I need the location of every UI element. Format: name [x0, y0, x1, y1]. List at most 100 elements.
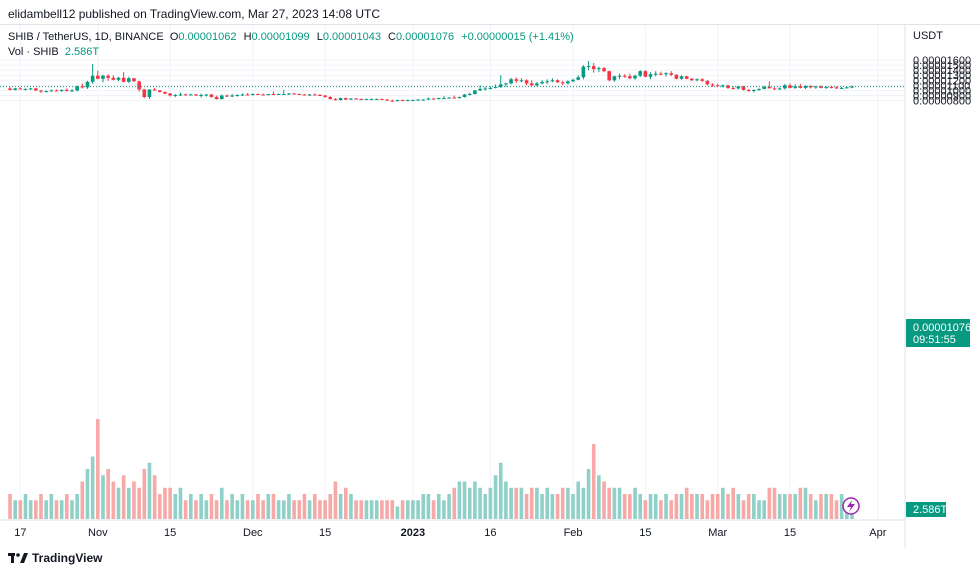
candle-body	[80, 86, 85, 88]
price-tick-label: 0.00001600	[913, 55, 971, 67]
candle	[741, 85, 746, 91]
change-value: +0.00000015 (+1.41%)	[461, 31, 574, 43]
candle-body	[214, 97, 219, 100]
volume-bar	[163, 487, 167, 519]
candle-body	[752, 89, 756, 91]
close-value: 0.00001076	[395, 31, 455, 43]
volume-bar	[442, 500, 446, 519]
volume-bar	[307, 500, 312, 519]
volume-bar	[178, 487, 183, 519]
candle-body	[307, 94, 312, 96]
volume-bar	[493, 475, 498, 519]
price-axis[interactable]: 0.000016000.000015000.000014000.00001300…	[913, 55, 971, 108]
low-key: L	[316, 31, 323, 43]
candle-body	[431, 98, 436, 100]
volume-bar	[524, 494, 529, 519]
volume-bar	[230, 494, 234, 519]
candle-body	[483, 88, 488, 90]
candle-body	[664, 73, 668, 75]
volume-bar	[514, 487, 519, 519]
volume-bar	[127, 487, 131, 519]
candle-body	[85, 81, 90, 88]
time-tick-label: 17	[14, 527, 26, 539]
candle-body	[674, 74, 679, 79]
candle-body	[638, 71, 643, 76]
candle-body	[359, 99, 364, 101]
volume-bar	[803, 487, 808, 519]
volume-bar	[669, 500, 674, 519]
candle	[653, 71, 658, 77]
candle	[571, 78, 575, 83]
candle	[834, 86, 839, 89]
candle	[602, 67, 606, 73]
candle	[509, 77, 513, 85]
volume-bar	[194, 500, 198, 519]
candle-body	[493, 86, 498, 88]
volume-bar	[550, 494, 555, 519]
candle-body	[540, 81, 544, 84]
price-axis-currency: USDT	[913, 30, 943, 42]
volume-bar	[617, 487, 622, 519]
lightning-icon[interactable]	[842, 497, 860, 515]
candle	[194, 94, 198, 97]
candle-body	[318, 95, 322, 97]
candle-body	[762, 86, 766, 89]
candle-body	[612, 76, 617, 81]
volume-bar	[431, 500, 436, 519]
candle-body	[741, 86, 746, 90]
candle	[540, 80, 544, 85]
footer-brand[interactable]: TradingView	[8, 549, 102, 567]
candle	[116, 76, 121, 82]
candle	[214, 95, 219, 100]
candle-body	[617, 75, 622, 77]
candle-body	[225, 95, 229, 97]
chart-pane[interactable]: USDT 0.00001600 0.00001500 0.00001400 0.000…	[0, 24, 980, 548]
candle-body	[147, 89, 152, 98]
candle-body	[566, 81, 570, 84]
candle-body	[839, 87, 844, 89]
volume-bar	[535, 487, 539, 519]
volume-bar	[566, 487, 570, 519]
candle	[628, 73, 632, 80]
volume-bar	[715, 494, 720, 519]
candle-body	[188, 94, 193, 96]
candle-body	[90, 75, 95, 82]
candle	[550, 78, 555, 83]
candle-body	[70, 90, 74, 92]
volume-bar	[416, 500, 420, 519]
candle-body	[524, 80, 529, 84]
candle	[230, 94, 234, 98]
candle-body	[49, 90, 54, 92]
candle	[65, 88, 69, 92]
volume-bar	[777, 494, 782, 519]
time-axis[interactable]: 17 Nov 15 Dec 15 2023 16 Feb 15 Mar 15 Apr	[14, 527, 887, 539]
volume-bar	[359, 500, 364, 519]
candlestick-chart[interactable]: USDT 0.000016000.000015000.000014000.000…	[0, 25, 980, 548]
candle	[132, 77, 136, 82]
candle	[421, 99, 426, 101]
time-tick-label: 15	[639, 527, 651, 539]
volume-bar	[13, 500, 17, 519]
candle-body	[679, 76, 684, 79]
candle-body	[746, 89, 751, 91]
candle-body	[736, 86, 741, 89]
candle-body	[845, 87, 849, 89]
volume-bar	[292, 500, 296, 519]
volume-bar	[622, 494, 627, 519]
low-value: 0.00001043	[322, 31, 381, 43]
candle-body	[421, 99, 426, 101]
candle	[34, 87, 38, 91]
candle-body	[364, 99, 369, 101]
volume-bar	[28, 500, 33, 519]
candle-body	[834, 87, 839, 89]
candle-body	[276, 94, 281, 96]
volume-bar	[395, 506, 400, 519]
volume-bar	[54, 500, 59, 519]
candle-body	[235, 95, 240, 97]
candle-body	[261, 94, 265, 96]
candle	[467, 92, 472, 96]
volume-bar	[183, 500, 188, 519]
candle	[90, 64, 95, 84]
candle-body	[111, 77, 116, 80]
candle	[607, 70, 612, 82]
